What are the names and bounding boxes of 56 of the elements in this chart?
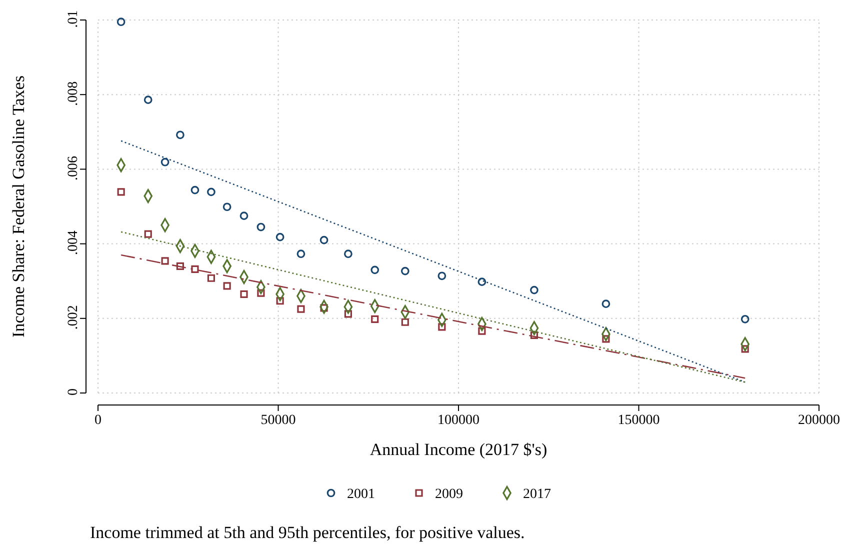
point xyxy=(276,297,284,305)
point xyxy=(741,345,749,353)
point xyxy=(438,272,446,280)
point xyxy=(401,318,409,326)
point xyxy=(740,314,750,324)
point xyxy=(296,250,306,258)
point xyxy=(370,266,380,274)
point xyxy=(207,274,215,282)
point xyxy=(161,257,169,265)
point xyxy=(256,222,266,232)
point xyxy=(223,282,231,290)
point xyxy=(320,236,328,244)
point xyxy=(478,327,486,335)
x-tick-label: 200000 xyxy=(798,412,840,428)
point xyxy=(176,130,184,140)
point xyxy=(530,286,538,294)
y-axis-title: Income Share: Federal Gasoline Taxes xyxy=(9,76,28,338)
x-tick-label: 50000 xyxy=(260,412,296,428)
point xyxy=(297,305,305,313)
point xyxy=(240,290,248,298)
point xyxy=(602,335,610,343)
y-tick-label: .004 xyxy=(66,230,81,256)
point xyxy=(257,289,265,297)
point xyxy=(344,310,352,318)
y-tick-label: .01 xyxy=(66,10,81,28)
y-tick-label: .008 xyxy=(66,81,81,106)
legend-label: 2001 xyxy=(347,487,375,502)
legend-label: 2017 xyxy=(523,487,551,502)
y-tick-label: 0 xyxy=(66,388,81,396)
point xyxy=(117,188,125,196)
point xyxy=(344,250,352,258)
point xyxy=(530,331,538,339)
text: Income trimmed at 5th and 95th percentiles, for positive values. xyxy=(90,523,525,542)
point xyxy=(160,158,170,166)
y-tick-label: .002 xyxy=(66,305,81,330)
point xyxy=(276,232,284,242)
point xyxy=(438,323,446,331)
point xyxy=(116,18,126,26)
point xyxy=(144,230,152,238)
point xyxy=(400,266,410,276)
y-tick-label: .006 xyxy=(66,156,81,180)
point xyxy=(478,278,486,286)
x-axis-title: Annual Income (2017 $'s) xyxy=(370,440,548,459)
x-tick-label: 100000 xyxy=(438,412,480,428)
x-tick-label: 0 xyxy=(94,412,102,428)
point xyxy=(176,262,184,270)
point xyxy=(144,96,152,104)
point xyxy=(240,212,248,220)
point xyxy=(191,265,199,273)
point xyxy=(222,202,232,212)
legend-label: 2009 xyxy=(435,487,463,502)
point xyxy=(207,188,216,196)
x-tick-label: 150000 xyxy=(618,412,660,428)
point xyxy=(602,300,610,308)
point xyxy=(190,186,200,194)
point xyxy=(371,315,379,323)
